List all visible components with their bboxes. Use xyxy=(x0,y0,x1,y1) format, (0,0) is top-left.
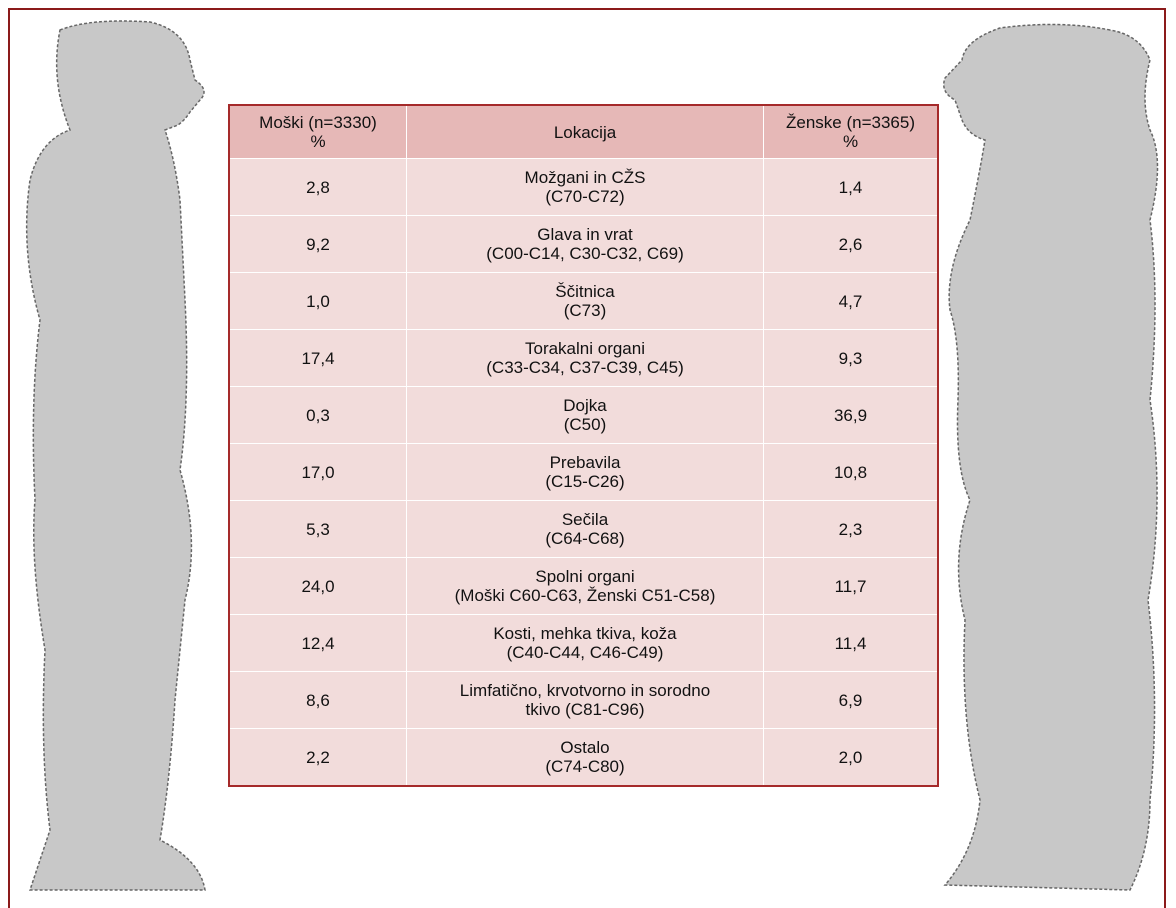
table-cell: Ostalo (C74-C80) xyxy=(407,729,764,787)
table-cell: Spolni organi (Moški C60-C63, Ženski C51… xyxy=(407,558,764,615)
table-cell: Dojka (C50) xyxy=(407,387,764,444)
table-cell: 11,4 xyxy=(764,615,939,672)
table-cell: Torakalni organi (C33-C34, C37-C39, C45) xyxy=(407,330,764,387)
table-cell: Ščitnica (C73) xyxy=(407,273,764,330)
table-cell: 4,7 xyxy=(764,273,939,330)
table-cell: Limfatično, krvotvorno in sorodno tkivo … xyxy=(407,672,764,729)
table-cell: 17,4 xyxy=(229,330,407,387)
table-cell: 1,4 xyxy=(764,159,939,216)
female-silhouette xyxy=(944,24,1158,890)
table-cell: 2,8 xyxy=(229,159,407,216)
table-cell: 24,0 xyxy=(229,558,407,615)
table-cell: 8,6 xyxy=(229,672,407,729)
table-cell: 9,2 xyxy=(229,216,407,273)
table-cell: 36,9 xyxy=(764,387,939,444)
page: Moški (n=3330) %LokacijaŽenske (n=3365) … xyxy=(0,0,1176,904)
table-cell: 2,3 xyxy=(764,501,939,558)
table-cell: Možgani in CŽS (C70-C72) xyxy=(407,159,764,216)
table-cell: Kosti, mehka tkiva, koža (C40-C44, C46-C… xyxy=(407,615,764,672)
table-cell: 2,0 xyxy=(764,729,939,787)
table-cell: 2,6 xyxy=(764,216,939,273)
table-cell: 11,7 xyxy=(764,558,939,615)
table-cell: Prebavila (C15-C26) xyxy=(407,444,764,501)
table-cell: 1,0 xyxy=(229,273,407,330)
table-cell: 6,9 xyxy=(764,672,939,729)
header-cell: Lokacija xyxy=(407,105,764,159)
table-cell: 12,4 xyxy=(229,615,407,672)
male-silhouette xyxy=(27,21,205,890)
table-cell: Glava in vrat (C00-C14, C30-C32, C69) xyxy=(407,216,764,273)
table-cell: 5,3 xyxy=(229,501,407,558)
table-cell: 10,8 xyxy=(764,444,939,501)
table-cell: 2,2 xyxy=(229,729,407,787)
table-cell: 0,3 xyxy=(229,387,407,444)
table-cell: 9,3 xyxy=(764,330,939,387)
table-cell: 17,0 xyxy=(229,444,407,501)
header-cell: Ženske (n=3365) % xyxy=(764,105,939,159)
table-cell: Sečila (C64-C68) xyxy=(407,501,764,558)
header-cell: Moški (n=3330) % xyxy=(229,105,407,159)
